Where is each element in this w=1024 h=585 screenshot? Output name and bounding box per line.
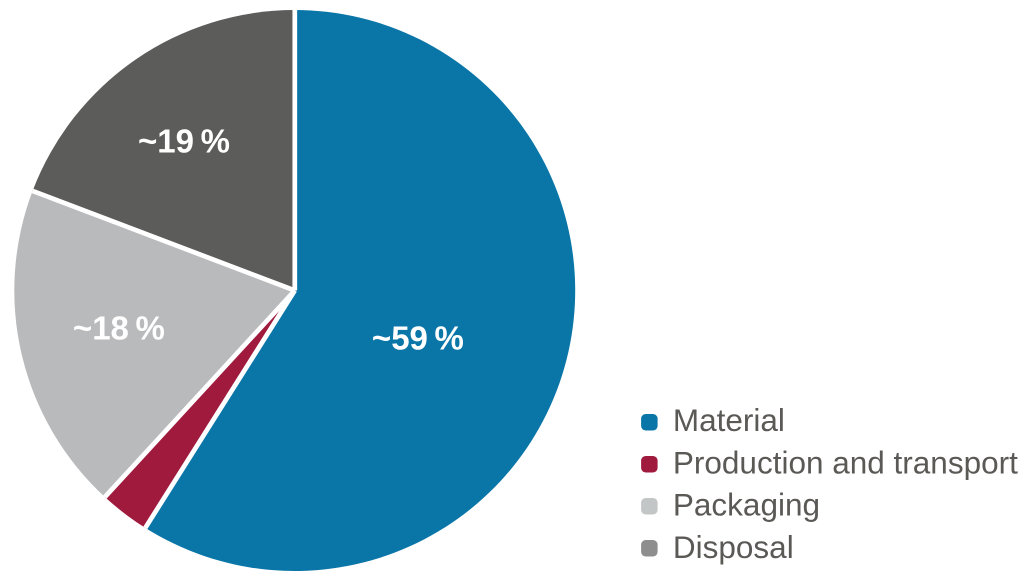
svg-text:~59 %: ~59 %: [372, 319, 464, 356]
svg-text:Disposal: Disposal: [673, 529, 794, 565]
svg-text:Material: Material: [673, 402, 785, 438]
svg-text:Packaging: Packaging: [673, 487, 820, 523]
svg-text:~18 %: ~18 %: [73, 310, 165, 347]
svg-text:~19 %: ~19 %: [138, 123, 230, 160]
svg-text:Production and transport: Production and transport: [673, 444, 1018, 480]
